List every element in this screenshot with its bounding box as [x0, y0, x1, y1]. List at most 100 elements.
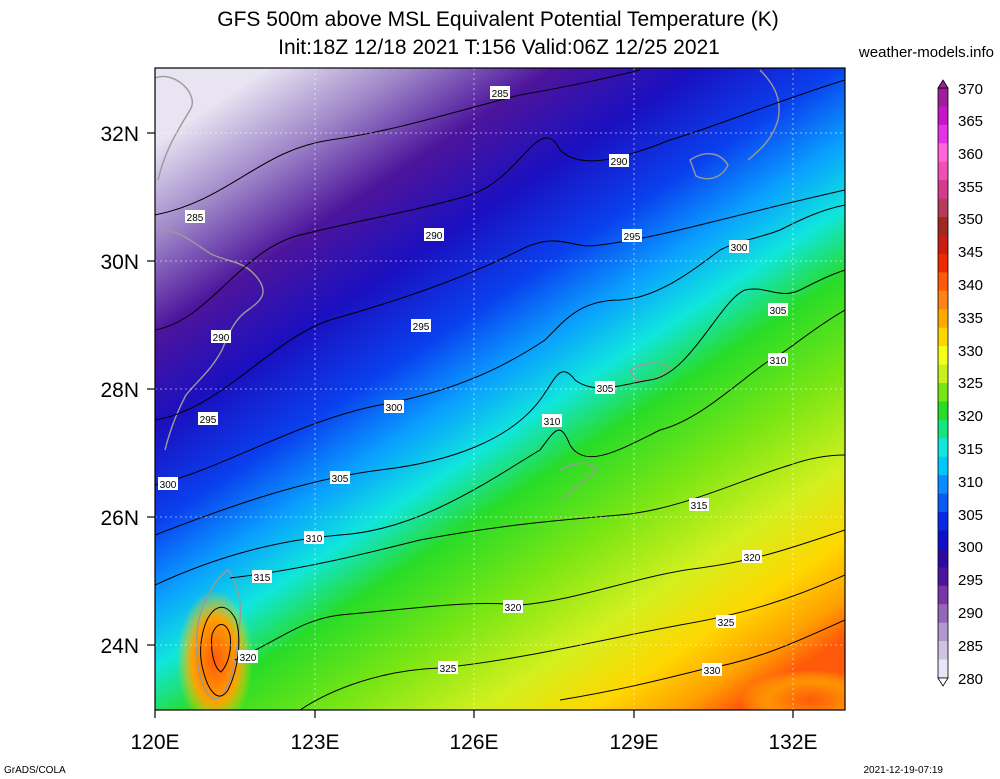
contour-label-300: 300 [160, 480, 177, 491]
colorbar-swatch [938, 475, 948, 495]
colorbar-swatch [938, 419, 948, 439]
colorbar-top-arrow [937, 79, 949, 89]
colorbar-label: 340 [958, 277, 983, 294]
colorbar-label: 280 [958, 671, 983, 688]
colorbar-label: 350 [958, 211, 983, 228]
coastline-kyushu-islands [689, 153, 729, 180]
colorbar-label: 330 [958, 343, 983, 360]
colorbar-label: 320 [958, 408, 983, 425]
gridlines [155, 68, 845, 710]
colorbar-label: 370 [958, 81, 983, 98]
warm-core-taiwan [177, 590, 253, 710]
theta-e-field [155, 68, 845, 710]
colorbar-label: 285 [958, 638, 983, 655]
lat-tick-label: 32N [100, 123, 139, 146]
coastline-kyushu [747, 69, 780, 161]
map-subtitle: Init:18Z 12/18 2021 T:156 Valid:06Z 12/2… [278, 36, 720, 59]
contour-label-320: 320 [744, 553, 761, 564]
colorbar-label: 315 [958, 441, 983, 458]
contour-label-300: 300 [386, 403, 403, 414]
colorbar-label: 345 [958, 244, 983, 261]
lon-tick-label: 120E [130, 731, 179, 754]
colorbar-swatch [938, 180, 948, 200]
contour-label-310: 310 [770, 356, 787, 367]
contour-label-325: 325 [440, 664, 457, 675]
colorbar-label: 305 [958, 507, 983, 524]
colorbar-label: 360 [958, 146, 983, 163]
colorbar-swatch [938, 585, 948, 605]
contour-lines [155, 69, 845, 710]
colorbar-swatch [938, 567, 948, 587]
colorbar-swatch [938, 493, 948, 513]
colorbar: 370 365 360 355 350 345 340 335 330 325 … [937, 79, 983, 688]
lat-axis-labels: 32N 30N 28N 26N 24N [100, 123, 139, 658]
colorbar-label: 290 [958, 605, 983, 622]
colorbar-swatch [938, 217, 948, 237]
contour-300 [155, 204, 845, 486]
contour-labels: 285 285 290 290 290 295 295 295 300 300 … [158, 86, 788, 677]
coastlines [155, 69, 780, 700]
colorbar-label: 335 [958, 310, 983, 327]
colorbar-swatch [938, 106, 948, 126]
contour-label-300: 300 [731, 243, 748, 254]
colorbar-swatch [938, 161, 948, 181]
lon-tick-label: 132E [768, 731, 817, 754]
lat-tick-label: 26N [100, 507, 139, 530]
map-title: GFS 500m above MSL Equivalent Potential … [217, 8, 779, 31]
lon-tick-label: 123E [290, 731, 339, 754]
contour-315 [229, 454, 845, 579]
colorbar-swatch [938, 235, 948, 255]
coastline-taiwan [195, 569, 242, 700]
lon-tick-label: 126E [449, 731, 498, 754]
colorbar-swatch [938, 124, 948, 144]
lat-tick-label: 24N [100, 635, 139, 658]
colorbar-swatch [938, 622, 948, 642]
colorbar-label: 355 [958, 179, 983, 196]
contour-label-330: 330 [704, 666, 721, 677]
colorbar-swatches [937, 87, 949, 679]
lon-tick-label: 129E [609, 731, 658, 754]
contour-label-320: 320 [505, 603, 522, 614]
contour-label-295: 295 [624, 232, 641, 243]
contour-label-315: 315 [691, 501, 708, 512]
contour-285 [155, 69, 641, 216]
contour-label-285: 285 [492, 89, 509, 100]
warm-core-southeast [740, 670, 845, 710]
colorbar-swatch [938, 548, 948, 568]
lat-tick-label: 30N [100, 251, 139, 274]
colorbar-label: 365 [958, 113, 983, 130]
colorbar-swatch [938, 641, 948, 661]
contour-325 [299, 574, 845, 710]
colorbar-swatch [938, 401, 948, 421]
coastline-okinawa [559, 462, 599, 501]
colorbar-bottom-arrow [937, 677, 949, 687]
colorbar-swatch [938, 456, 948, 476]
lon-axis-labels: 120E 123E 126E 129E 132E [130, 731, 817, 754]
contour-330 [559, 619, 845, 701]
coastline-china-east [157, 229, 264, 451]
colorbar-label: 310 [958, 474, 983, 491]
colorbar-swatch [938, 198, 948, 218]
colorbar-swatch [938, 604, 948, 624]
contour-305 [155, 269, 845, 536]
colorbar-swatch [938, 272, 948, 292]
footer-timestamp: 2021-12-19-07:19 [863, 765, 943, 776]
coastline-amami [629, 362, 671, 382]
colorbar-swatch [938, 143, 948, 163]
contour-label-305: 305 [332, 474, 349, 485]
colorbar-label: 295 [958, 572, 983, 589]
colorbar-swatch [938, 253, 948, 273]
lat-tick-label: 28N [100, 379, 139, 402]
colorbar-swatch [938, 88, 948, 108]
colorbar-swatch [938, 530, 948, 550]
contour-label-285: 285 [187, 213, 204, 224]
tick-marks [147, 132, 794, 718]
contour-290 [155, 79, 845, 331]
colorbar-swatch [938, 659, 948, 679]
contour-label-315: 315 [254, 573, 271, 584]
colorbar-swatch [938, 327, 948, 347]
contour-335-taiwan [211, 624, 231, 673]
colorbar-swatch [938, 383, 948, 403]
colorbar-swatch [938, 309, 948, 329]
